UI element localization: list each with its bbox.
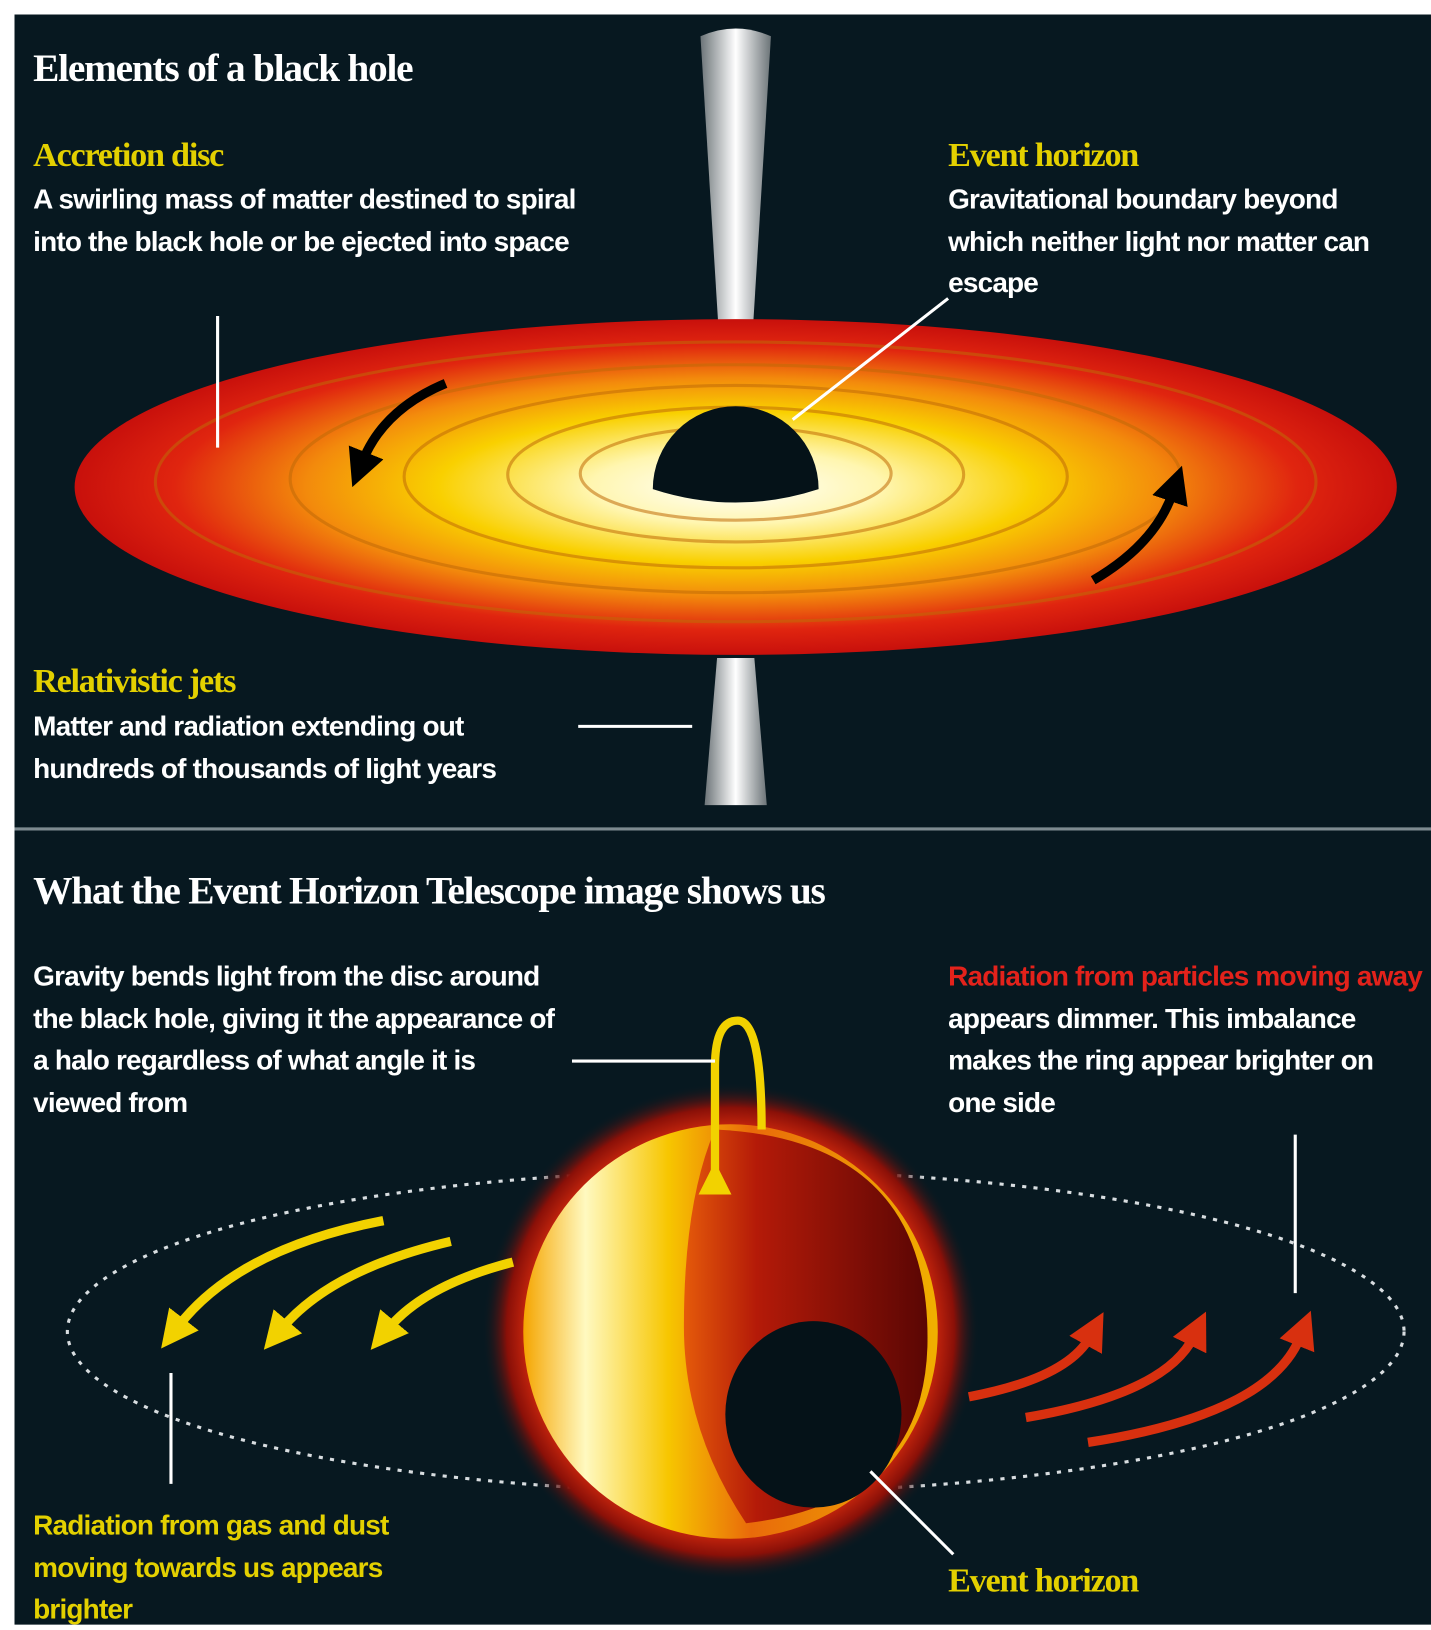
rotation-arrow (1090, 465, 1188, 585)
leader-lines (169, 1059, 1297, 1556)
rotation-arrow (348, 379, 448, 488)
label-title: Relativistic jets (33, 663, 236, 701)
away-arrows (967, 1310, 1315, 1447)
label-title: Event horizon (948, 1562, 1139, 1600)
jet-bottom (704, 657, 767, 806)
note: Radiation from gas and dust moving towar… (33, 1509, 389, 1625)
note-highlight: Radiation from particles moving away (948, 960, 1423, 992)
note: Radiation from particles moving away app… (948, 955, 1425, 1123)
towards-arrows (161, 1216, 515, 1350)
label-title: Accretion disc (33, 136, 224, 175)
orbit-ellipse (65, 1169, 1406, 1494)
note: Gravity bends light from the disc around… (33, 960, 555, 1118)
label-text: A swirling mass of matter destined to sp… (33, 183, 576, 257)
section-title: What the Event Horizon Telescope image s… (33, 869, 826, 913)
black-hole (652, 406, 819, 503)
bent-light-arrow (698, 1016, 766, 1195)
note-text: appears dimmer. This imbalance makes the… (948, 1002, 1374, 1118)
label-text: Gravitational boundary beyond which neit… (948, 183, 1370, 299)
jet-top (700, 28, 771, 407)
label-title: Event horizon (948, 136, 1139, 175)
leader-lines (216, 297, 950, 728)
title: Elements of a black hole (33, 46, 413, 91)
black-hole-shadow (725, 1321, 902, 1508)
label-text: Matter and radiation extending out hundr… (33, 710, 497, 784)
